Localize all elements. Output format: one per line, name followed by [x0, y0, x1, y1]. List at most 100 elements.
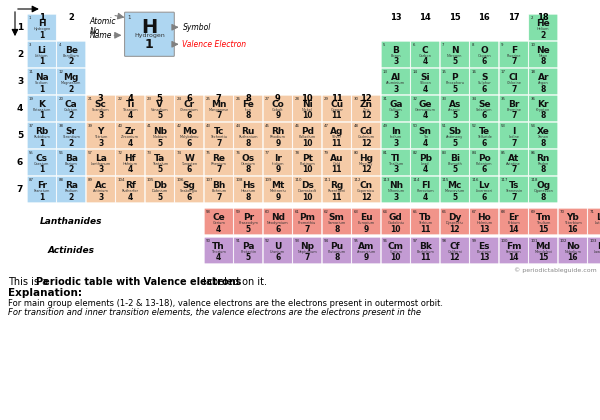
Text: 15: 15	[449, 13, 461, 22]
Text: Os: Os	[242, 154, 255, 163]
Text: 115: 115	[442, 178, 449, 182]
Text: Oxygen: Oxygen	[478, 54, 491, 58]
Text: 86: 86	[530, 151, 535, 155]
Text: Polonium: Polonium	[476, 162, 493, 166]
Text: Er: Er	[508, 213, 519, 222]
Text: 16: 16	[478, 13, 490, 22]
Text: Rf: Rf	[125, 181, 136, 190]
Text: Arsenic: Arsenic	[448, 108, 461, 112]
Text: 16: 16	[568, 254, 578, 262]
Text: 24: 24	[176, 97, 182, 101]
Text: Bismuth: Bismuth	[448, 162, 462, 166]
FancyBboxPatch shape	[352, 149, 381, 176]
Text: Praseodym: Praseodym	[238, 221, 258, 225]
Text: Protactin: Protactin	[240, 250, 256, 254]
Text: Beryllium: Beryllium	[63, 54, 80, 58]
Text: Cn: Cn	[359, 181, 373, 190]
Text: S: S	[481, 73, 487, 82]
Text: 2: 2	[68, 84, 74, 94]
Text: 1: 1	[39, 192, 44, 202]
Text: Berkelium: Berkelium	[416, 250, 434, 254]
Text: Mercury: Mercury	[359, 162, 373, 166]
Text: 118: 118	[530, 178, 538, 182]
Text: H: H	[38, 19, 46, 28]
Text: 11: 11	[29, 70, 34, 74]
FancyBboxPatch shape	[440, 68, 469, 95]
FancyBboxPatch shape	[352, 237, 381, 264]
FancyBboxPatch shape	[529, 237, 558, 264]
Text: 12: 12	[59, 70, 64, 74]
Text: 13: 13	[479, 225, 490, 234]
Text: Boron: Boron	[391, 54, 401, 58]
Text: Co: Co	[271, 100, 284, 109]
Text: 89: 89	[88, 178, 93, 182]
Text: Zirconium: Zirconium	[121, 135, 139, 139]
Text: 2: 2	[541, 31, 546, 39]
Text: 4: 4	[127, 94, 133, 103]
Text: 12: 12	[361, 192, 371, 202]
Text: 5: 5	[452, 58, 457, 66]
FancyBboxPatch shape	[529, 149, 558, 176]
Text: Ag: Ag	[330, 127, 343, 136]
Text: Cs: Cs	[36, 154, 48, 163]
Text: Al: Al	[391, 73, 401, 82]
FancyBboxPatch shape	[499, 95, 528, 122]
FancyBboxPatch shape	[499, 237, 528, 264]
Text: 3: 3	[98, 94, 104, 103]
Text: Po: Po	[478, 154, 491, 163]
Text: 43: 43	[206, 124, 211, 128]
FancyBboxPatch shape	[470, 68, 499, 95]
Text: 10: 10	[301, 94, 313, 103]
Text: This is a: This is a	[8, 277, 51, 287]
Text: Rubidium: Rubidium	[34, 135, 50, 139]
Text: Pm: Pm	[299, 213, 315, 222]
Text: labeled on it.: labeled on it.	[200, 277, 267, 287]
Text: 1: 1	[17, 23, 23, 32]
Text: Lu: Lu	[596, 213, 600, 222]
Text: Rhenium: Rhenium	[211, 162, 227, 166]
Text: Mo: Mo	[182, 127, 197, 136]
Text: Name: Name	[89, 31, 112, 40]
Text: 5: 5	[452, 139, 457, 147]
Text: 19: 19	[29, 97, 34, 101]
Text: Krypton: Krypton	[536, 108, 550, 112]
FancyBboxPatch shape	[293, 122, 322, 149]
Text: 55: 55	[29, 151, 34, 155]
Text: 5: 5	[157, 94, 163, 103]
Text: Np: Np	[300, 242, 314, 251]
Text: Helium: Helium	[537, 27, 550, 31]
Text: 3: 3	[393, 192, 398, 202]
Text: 79: 79	[324, 151, 329, 155]
Text: 8: 8	[541, 165, 546, 174]
Text: 22: 22	[118, 97, 122, 101]
FancyBboxPatch shape	[145, 149, 174, 176]
Text: 52: 52	[472, 124, 476, 128]
FancyBboxPatch shape	[499, 176, 528, 203]
Text: 3: 3	[393, 58, 398, 66]
Text: 4: 4	[422, 111, 428, 121]
Text: 5: 5	[452, 192, 457, 202]
FancyBboxPatch shape	[381, 95, 410, 122]
FancyBboxPatch shape	[27, 149, 56, 176]
Text: 6: 6	[413, 43, 415, 47]
Text: 7: 7	[305, 225, 310, 234]
Text: 63: 63	[353, 210, 358, 214]
Text: Lanthanides: Lanthanides	[40, 217, 103, 226]
Text: Rhodium: Rhodium	[270, 135, 286, 139]
Text: Zr: Zr	[125, 127, 136, 136]
FancyBboxPatch shape	[86, 122, 115, 149]
Text: 84: 84	[472, 151, 476, 155]
Text: 17: 17	[501, 70, 506, 74]
Text: 6: 6	[275, 254, 280, 262]
Text: Moscovium: Moscovium	[445, 189, 465, 193]
FancyBboxPatch shape	[175, 176, 204, 203]
Text: 58: 58	[206, 210, 211, 214]
Text: 4: 4	[422, 58, 428, 66]
Text: F: F	[511, 46, 517, 55]
Text: 74: 74	[176, 151, 182, 155]
Text: Tl: Tl	[391, 154, 400, 163]
Text: Se: Se	[478, 100, 491, 109]
Text: 1: 1	[145, 38, 154, 51]
Text: For main group elements (1-2 & 13-18), valence electrons are the electrons prese: For main group elements (1-2 & 13-18), v…	[8, 299, 443, 308]
Text: 10: 10	[391, 254, 401, 262]
